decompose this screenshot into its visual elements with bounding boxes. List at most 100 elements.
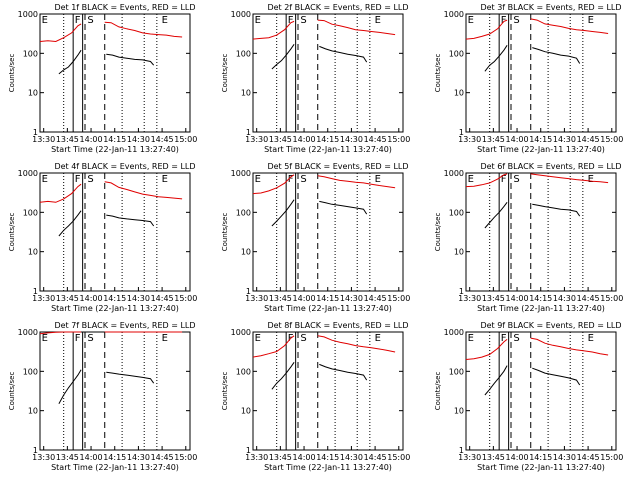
x-tick-label: 14:30 (340, 453, 363, 462)
panel-title: Det 2f BLACK = Events, RED = LLD (267, 3, 408, 12)
y-axis-label: Counts/sec (8, 213, 16, 252)
x-tick-label: 13:45 (269, 294, 292, 303)
marker-label: E (468, 174, 474, 185)
series-line-lld (39, 331, 82, 335)
y-tick-label: 100 (23, 208, 38, 217)
x-tick-label: 14:15 (316, 453, 339, 462)
marker-label: S (87, 15, 93, 26)
y-tick-label: 10 (28, 89, 38, 98)
series-line-lld (317, 335, 396, 353)
panel-det-6: Det 6f BLACK = Events, RED = LLD E F S E 1 10 1… (434, 162, 623, 313)
y-tick-label: 1000 (18, 169, 38, 178)
series-line-events (484, 202, 508, 229)
series-line-lld (252, 335, 295, 358)
y-tick-label: 10 (241, 407, 251, 416)
x-tick-label: 13:30 (245, 294, 268, 303)
y-axis-label: Counts/sec (434, 213, 442, 252)
panel-title: Det 6f BLACK = Events, RED = LLD (480, 162, 621, 171)
x-tick-label: 14:00 (293, 453, 316, 462)
x-tick-label: 13:30 (458, 135, 481, 144)
x-tick-label: 14:30 (553, 135, 576, 144)
marker-label: E (375, 15, 381, 26)
panel-title: Det 1f BLACK = Events, RED = LLD (54, 3, 195, 12)
x-tick-label: 13:30 (32, 294, 55, 303)
x-tick-label: 14:30 (127, 453, 150, 462)
marker-label: S (87, 174, 93, 185)
x-tick-label: 15:00 (600, 453, 623, 462)
panel-title: Det 5f BLACK = Events, RED = LLD (267, 162, 408, 171)
marker-label: S (300, 15, 306, 26)
x-tick-label: 14:00 (80, 135, 103, 144)
y-tick-label: 100 (236, 208, 251, 217)
plot-frame (465, 172, 617, 292)
y-tick-label: 1000 (231, 328, 251, 337)
x-axis-label: Start Time (22-Jan-11 13:27:40) (51, 304, 179, 313)
y-axis-label: Counts/sec (221, 213, 229, 252)
x-tick-label: 14:15 (529, 453, 552, 462)
y-tick-label: 1000 (444, 169, 464, 178)
series-line-events (484, 45, 508, 72)
x-tick-label: 15:00 (600, 135, 623, 144)
x-tick-label: 14:00 (293, 294, 316, 303)
x-axis-label: Start Time (22-Jan-11 13:27:40) (264, 463, 392, 472)
series-line-lld (317, 19, 396, 36)
marker-label: F (288, 174, 294, 185)
x-tick-label: 14:45 (577, 453, 600, 462)
y-tick-label: 1000 (18, 328, 38, 337)
x-tick-label: 13:45 (482, 294, 505, 303)
marker-label: E (162, 174, 168, 185)
x-tick-label: 13:45 (56, 294, 79, 303)
x-axis-label: Start Time (22-Jan-11 13:27:40) (477, 304, 605, 313)
series-line-lld (252, 20, 295, 40)
series-line-lld (317, 175, 396, 189)
x-tick-label: 15:00 (387, 135, 410, 144)
x-tick-label: 15:00 (174, 453, 197, 462)
x-tick-label: 13:45 (56, 135, 79, 144)
x-tick-label: 15:00 (387, 294, 410, 303)
panel-det-3: Det 3f BLACK = Events, RED = LLD E F S E 1 10 1… (434, 3, 623, 154)
x-tick-label: 14:45 (151, 294, 174, 303)
panel-title: Det 4f BLACK = Events, RED = LLD (54, 162, 195, 171)
marker-label: E (42, 333, 48, 344)
y-tick-label: 1000 (231, 169, 251, 178)
x-tick-label: 14:00 (80, 294, 103, 303)
y-tick-label: 100 (449, 367, 464, 376)
x-axis-label: Start Time (22-Jan-11 13:27:40) (477, 145, 605, 154)
x-tick-label: 14:15 (103, 135, 126, 144)
panel-title: Det 9f BLACK = Events, RED = LLD (480, 321, 621, 330)
x-tick-label: 14:00 (293, 135, 316, 144)
y-tick-label: 100 (23, 367, 38, 376)
panel-det-4: Det 4f BLACK = Events, RED = LLD E F S E 1 10 1… (8, 162, 197, 313)
x-tick-label: 13:30 (32, 135, 55, 144)
panel-det-5: Det 5f BLACK = Events, RED = LLD E F S E 1 10 1… (221, 162, 410, 313)
series-line-lld (530, 337, 609, 356)
series-line-events (106, 371, 155, 384)
series-line-lld (104, 21, 183, 38)
y-axis-label: Counts/sec (221, 372, 229, 411)
marker-label: E (255, 333, 261, 344)
marker-label: E (588, 333, 594, 344)
series-line-lld (252, 174, 295, 195)
x-tick-label: 14:15 (103, 453, 126, 462)
marker-label: F (75, 15, 81, 26)
marker-label: S (513, 333, 519, 344)
x-axis-label: Start Time (22-Jan-11 13:27:40) (51, 463, 179, 472)
x-tick-label: 13:45 (482, 135, 505, 144)
x-tick-label: 14:30 (553, 294, 576, 303)
series-line-lld (465, 173, 508, 188)
marker-label: E (255, 174, 261, 185)
series-line-events (484, 365, 508, 396)
series-line-events (58, 49, 82, 75)
series-line-events (106, 53, 155, 66)
marker-label: S (300, 174, 306, 185)
y-tick-label: 1 (33, 446, 38, 455)
x-tick-label: 14:45 (577, 135, 600, 144)
y-tick-label: 10 (28, 407, 38, 416)
x-tick-label: 13:45 (269, 135, 292, 144)
marker-label: E (468, 15, 474, 26)
y-tick-label: 10 (241, 89, 251, 98)
x-axis-label: Start Time (22-Jan-11 13:27:40) (51, 145, 179, 154)
x-tick-label: 14:30 (553, 453, 576, 462)
series-line-lld (104, 181, 183, 200)
